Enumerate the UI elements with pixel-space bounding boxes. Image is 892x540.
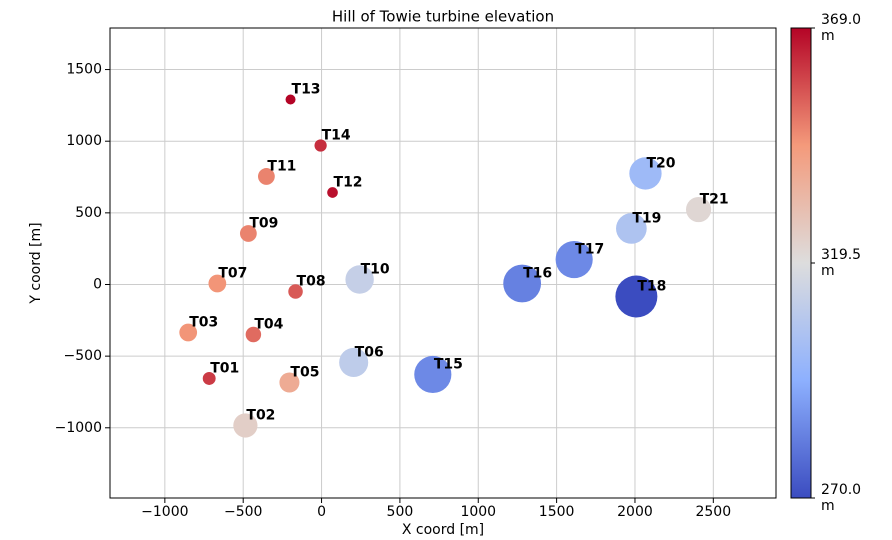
x-tick-label: −500 — [224, 504, 262, 520]
point — [345, 265, 374, 294]
point — [288, 284, 303, 299]
point — [685, 196, 712, 223]
point-label: T18 — [637, 279, 666, 295]
point — [202, 372, 216, 385]
point-label: T15 — [434, 356, 463, 372]
point-label: T05 — [290, 365, 319, 381]
point — [245, 326, 262, 343]
point — [414, 355, 452, 394]
y-tick-label: 500 — [75, 205, 102, 221]
point-label: T08 — [297, 274, 326, 290]
point-label: T06 — [355, 344, 384, 360]
point-label: T07 — [218, 265, 247, 281]
point-label: T09 — [249, 215, 278, 231]
point-label: T13 — [292, 82, 321, 98]
colorbar — [790, 27, 812, 499]
y-tick-label: 1500 — [66, 62, 102, 78]
point-label: T14 — [322, 128, 351, 144]
y-tick-label: 0 — [93, 276, 102, 292]
point — [233, 413, 258, 438]
point — [327, 187, 338, 198]
point — [615, 275, 658, 318]
point-label: T02 — [246, 407, 275, 423]
point — [279, 372, 300, 393]
point — [208, 274, 227, 293]
x-tick-label: 500 — [387, 504, 414, 520]
x-tick-label: 0 — [317, 504, 326, 520]
colorbar-tick-label: 369.0 m — [821, 12, 861, 44]
y-tick-label: −1000 — [55, 420, 102, 436]
point — [616, 213, 647, 244]
y-tick-label: 1000 — [66, 133, 102, 149]
point — [179, 323, 198, 342]
point-label: T20 — [646, 155, 675, 171]
point-label: T04 — [254, 317, 283, 333]
x-tick-label: 2000 — [617, 504, 653, 520]
colorbar-tick-label: 270.0 m — [821, 482, 861, 514]
point — [257, 168, 275, 185]
point — [239, 225, 257, 242]
chart-title: Hill of Towie turbine elevation — [332, 8, 554, 26]
point-label: T10 — [361, 261, 390, 277]
point — [285, 94, 296, 105]
point — [339, 347, 369, 377]
x-axis-label: X coord [m] — [402, 522, 484, 538]
x-tick-label: 1500 — [539, 504, 575, 520]
colorbar-tick-label: 319.5 m — [821, 247, 861, 279]
point-label: T12 — [334, 175, 363, 191]
y-axis-label: Y coord [m] — [28, 222, 44, 304]
point-label: T16 — [523, 265, 552, 281]
point — [314, 139, 327, 152]
point-label: T21 — [700, 192, 729, 208]
point — [629, 157, 662, 190]
point — [503, 264, 542, 303]
point-label: T01 — [210, 360, 239, 376]
x-tick-label: 1000 — [460, 504, 496, 520]
plot-frame — [109, 27, 777, 499]
point-label: T11 — [267, 158, 296, 174]
x-tick-label: 2500 — [695, 504, 731, 520]
point — [555, 240, 593, 279]
point-label: T03 — [189, 314, 218, 330]
y-tick-label: −500 — [64, 348, 102, 364]
point-label: T17 — [575, 242, 604, 258]
x-tick-label: −1000 — [141, 504, 188, 520]
point-label: T19 — [632, 210, 661, 226]
